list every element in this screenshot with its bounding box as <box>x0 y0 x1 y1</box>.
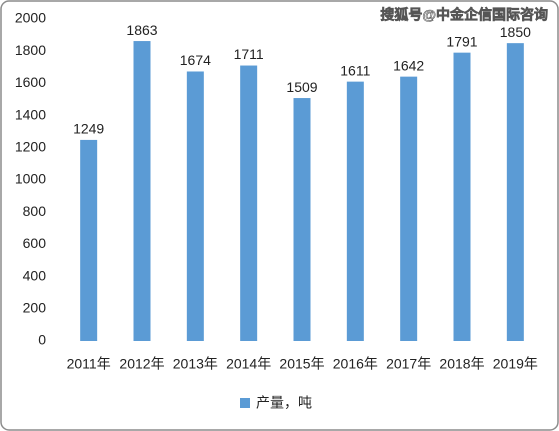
x-tick-label: 2011年 <box>67 356 111 372</box>
y-tick-label: 800 <box>23 203 47 219</box>
x-tick-label: 2019年 <box>493 356 538 372</box>
x-tick-label: 2018年 <box>439 356 484 372</box>
bar <box>453 52 471 342</box>
bar <box>293 98 311 342</box>
x-tick-label: 2014年 <box>226 356 271 372</box>
y-tick-label: 1600 <box>15 74 46 90</box>
data-label: 1611 <box>340 62 370 78</box>
data-label: 1642 <box>393 57 424 73</box>
x-tick-label: 2017年 <box>386 356 431 372</box>
bar <box>133 41 151 341</box>
y-tick-label: 200 <box>23 300 47 316</box>
data-label: 1711 <box>234 46 264 62</box>
y-tick-label: 1000 <box>15 171 46 187</box>
bar <box>400 76 418 341</box>
x-tick-label: 2015年 <box>279 356 324 372</box>
watermark: 搜狐号@中金企信国际咨询 <box>380 7 548 23</box>
bar <box>506 43 524 342</box>
legend-label: 产量，吨 <box>256 395 312 411</box>
y-tick-label: 1800 <box>15 42 46 58</box>
data-label: 1249 <box>73 121 104 137</box>
legend-swatch <box>240 398 250 408</box>
y-tick-label: 2000 <box>15 10 46 26</box>
y-tick-label: 1200 <box>15 139 46 155</box>
bar <box>186 71 204 342</box>
bar <box>240 65 258 342</box>
data-label: 1863 <box>126 22 157 38</box>
y-tick-label: 400 <box>23 267 47 283</box>
x-tick-label: 2013年 <box>173 356 218 372</box>
x-tick-label: 2016年 <box>333 356 378 372</box>
x-tick-label: 2012年 <box>119 356 164 372</box>
data-label: 1674 <box>180 52 211 68</box>
y-tick-label: 0 <box>38 332 46 348</box>
bar <box>80 139 98 341</box>
data-label: 1791 <box>446 33 477 49</box>
data-label: 1850 <box>500 24 531 40</box>
y-tick-label: 1400 <box>15 106 46 122</box>
y-tick-label: 600 <box>23 235 47 251</box>
data-label: 1509 <box>286 79 317 95</box>
bar <box>346 81 364 341</box>
